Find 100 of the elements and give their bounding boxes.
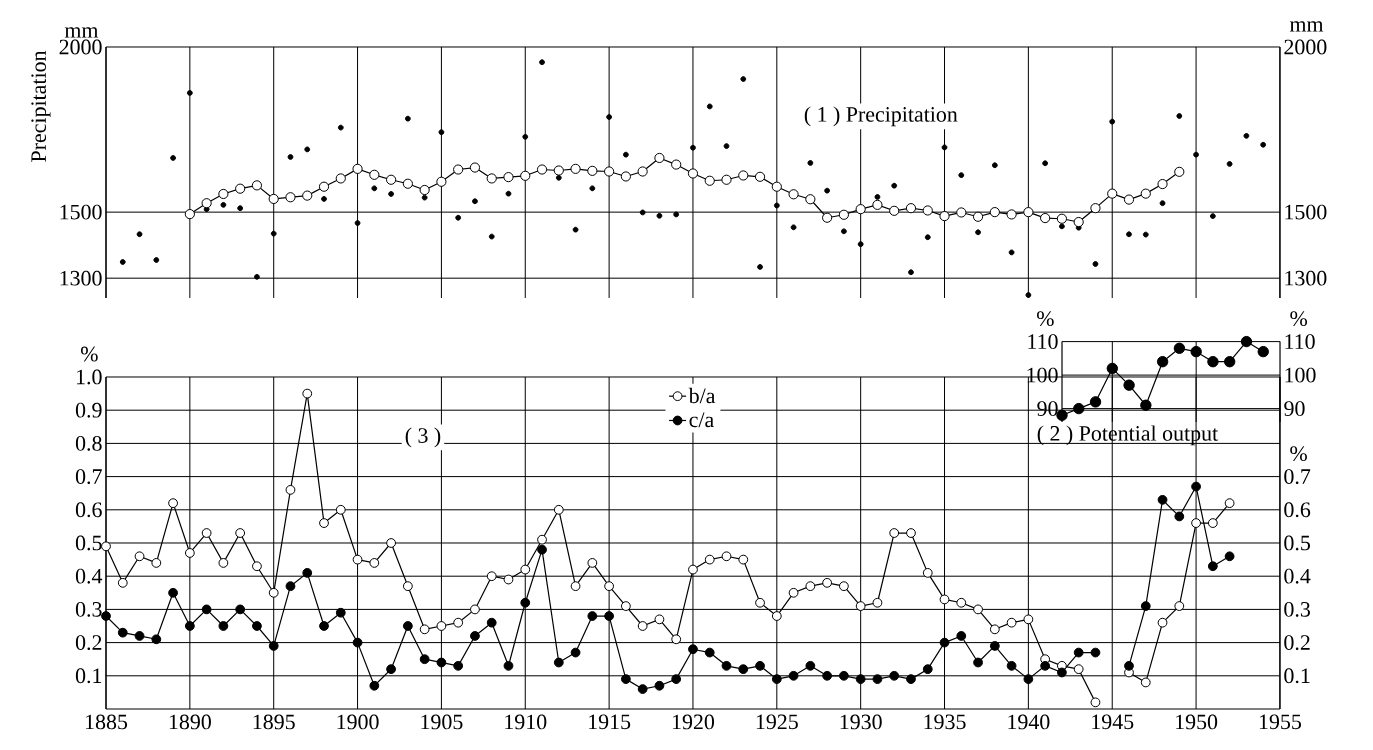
point xyxy=(822,212,833,223)
point xyxy=(1123,379,1135,391)
point xyxy=(905,203,917,214)
point xyxy=(1073,216,1084,228)
point xyxy=(805,194,816,205)
point xyxy=(251,180,263,191)
point xyxy=(302,190,313,201)
point xyxy=(1089,396,1102,408)
x-tick-label: 1915 xyxy=(589,714,631,730)
point xyxy=(235,183,246,194)
y2-tick-label: 0.3 xyxy=(1284,601,1310,617)
y2-tick-label: 1300 xyxy=(1285,270,1327,286)
point xyxy=(754,171,766,182)
point xyxy=(771,181,782,192)
y-tick-label: 2000 xyxy=(59,39,102,55)
y2-tick-label: 0.4 xyxy=(1284,568,1311,584)
point xyxy=(1190,345,1202,358)
point xyxy=(352,163,363,174)
point xyxy=(972,211,984,222)
point xyxy=(1073,402,1085,415)
point xyxy=(318,181,330,192)
y2-tick-label: 0.1 xyxy=(1284,668,1310,684)
x-tick-label: 1945 xyxy=(1092,714,1134,730)
y-tick-label: 0.7 xyxy=(75,469,102,485)
point xyxy=(419,184,430,196)
x-tick-label: 1930 xyxy=(840,714,882,730)
point xyxy=(536,164,548,175)
point xyxy=(939,210,950,222)
point xyxy=(604,166,615,177)
y-axis-title: % xyxy=(80,346,98,362)
point xyxy=(889,205,900,216)
point xyxy=(1174,166,1185,177)
point xyxy=(838,209,849,220)
text: mm xyxy=(64,27,99,38)
point xyxy=(738,170,749,181)
point xyxy=(872,199,883,210)
point xyxy=(201,198,212,209)
x-tick-label: 1910 xyxy=(505,714,547,730)
point xyxy=(922,205,933,216)
y2-axis-title: % xyxy=(1290,311,1308,327)
point xyxy=(268,193,279,205)
y2-axis-title: % xyxy=(1290,446,1307,462)
point xyxy=(486,173,497,184)
text: ( 1 ) Precipitation xyxy=(804,106,958,127)
point xyxy=(1173,342,1186,354)
point xyxy=(721,174,732,185)
point xyxy=(335,173,346,184)
point xyxy=(687,168,699,179)
text: ( 3 ) xyxy=(405,427,441,448)
x-tick-label: 1920 xyxy=(672,714,715,730)
point xyxy=(1257,345,1269,358)
x-tick-label: 1935 xyxy=(924,714,966,730)
point xyxy=(1090,203,1101,214)
x-tick-label: 1950 xyxy=(1176,714,1218,730)
point xyxy=(1140,188,1151,199)
x-tick-label: 1890 xyxy=(169,714,211,730)
y2-tick-label: 1500 xyxy=(1285,204,1327,220)
point xyxy=(637,166,648,177)
point xyxy=(218,188,229,200)
point xyxy=(788,189,799,200)
point xyxy=(453,164,464,175)
point xyxy=(285,192,296,203)
y2-tick-label: 0.6 xyxy=(1284,502,1311,518)
point xyxy=(553,165,564,176)
point xyxy=(184,209,195,220)
point xyxy=(855,204,866,215)
point xyxy=(989,207,1000,218)
y-tick-label: 1.0 xyxy=(77,369,102,385)
point xyxy=(1056,213,1068,224)
point xyxy=(620,171,631,182)
point xyxy=(436,176,447,187)
point xyxy=(469,162,481,173)
x-tick-label: 1905 xyxy=(421,714,463,730)
point xyxy=(1240,335,1253,348)
y-tick-label: 1300 xyxy=(60,270,102,286)
point xyxy=(1106,362,1119,375)
x-tick-label: 1900 xyxy=(337,714,379,730)
point xyxy=(1123,194,1135,205)
point xyxy=(570,163,581,174)
point xyxy=(402,178,413,189)
y-axis-title: Precipitation xyxy=(31,50,51,162)
point xyxy=(1107,188,1118,199)
point xyxy=(1156,356,1169,368)
y2-tick-label: 90 xyxy=(1284,401,1305,416)
point xyxy=(587,165,598,176)
point xyxy=(956,207,967,218)
y-tick-label: 0.3 xyxy=(75,601,102,617)
y-tick-label: 100 xyxy=(1027,367,1058,383)
y-tick-label: 1500 xyxy=(60,204,102,220)
point xyxy=(1040,212,1051,224)
point xyxy=(503,172,514,183)
point xyxy=(1207,356,1219,368)
x-tick-label: 1895 xyxy=(253,714,295,730)
point xyxy=(386,174,397,185)
point xyxy=(1140,399,1152,411)
point xyxy=(1224,356,1236,368)
y2-tick-label: 0.2 xyxy=(1284,635,1310,651)
y-tick-label: 110 xyxy=(1028,334,1058,349)
x-tick-label: 1955 xyxy=(1259,714,1301,730)
y2-tick-label: 0.7 xyxy=(1284,469,1311,485)
